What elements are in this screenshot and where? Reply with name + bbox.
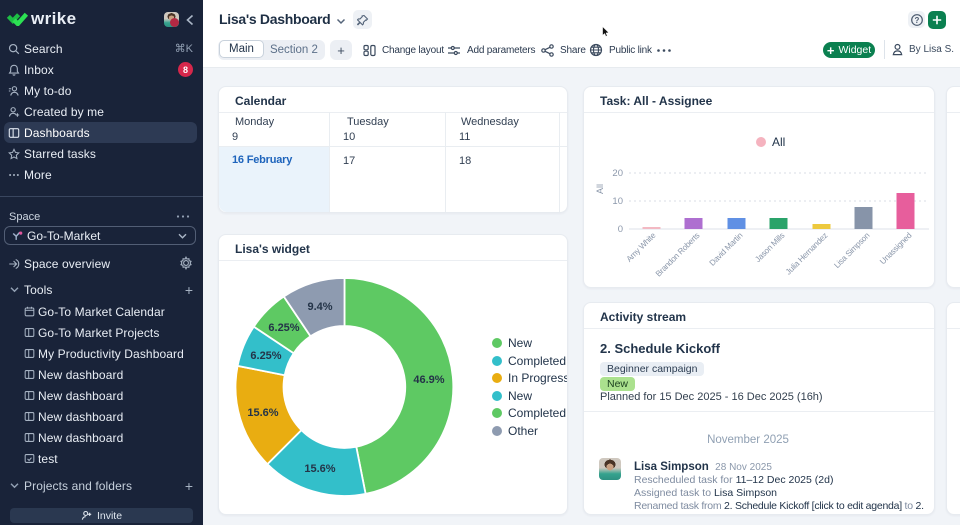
svg-text:Brandon Roberts: Brandon Roberts — [654, 231, 702, 279]
svg-text:15.6%: 15.6% — [304, 463, 335, 475]
svg-text:?: ? — [914, 15, 919, 24]
svg-text:Unassigned: Unassigned — [878, 231, 914, 267]
svg-text:Amy White: Amy White — [625, 231, 658, 264]
svg-text:All: All — [772, 135, 785, 149]
svg-text:Jason Mills: Jason Mills — [753, 231, 786, 264]
svg-text:20: 20 — [612, 168, 623, 179]
svg-text:Lisa Simpson: Lisa Simpson — [832, 231, 871, 270]
svg-text:15.6%: 15.6% — [247, 407, 278, 419]
svg-text:Other: Other — [508, 424, 538, 438]
svg-text:In Progress: In Progress — [508, 371, 567, 385]
svg-text:6.25%: 6.25% — [250, 350, 281, 362]
svg-text:10: 10 — [612, 196, 623, 207]
svg-text:46.9%: 46.9% — [413, 374, 444, 386]
svg-text:9.4%: 9.4% — [307, 301, 332, 313]
svg-text:New: New — [508, 389, 532, 403]
svg-text:0: 0 — [618, 224, 623, 235]
svg-text:New: New — [508, 336, 532, 350]
svg-text:David Martin: David Martin — [708, 231, 745, 268]
svg-text:6.25%: 6.25% — [268, 322, 299, 334]
svg-text:Completed: Completed — [508, 354, 566, 368]
svg-text:Julia Hernandez: Julia Hernandez — [784, 231, 830, 277]
svg-text:Completed: Completed — [508, 406, 566, 420]
svg-text:All: All — [595, 184, 605, 194]
